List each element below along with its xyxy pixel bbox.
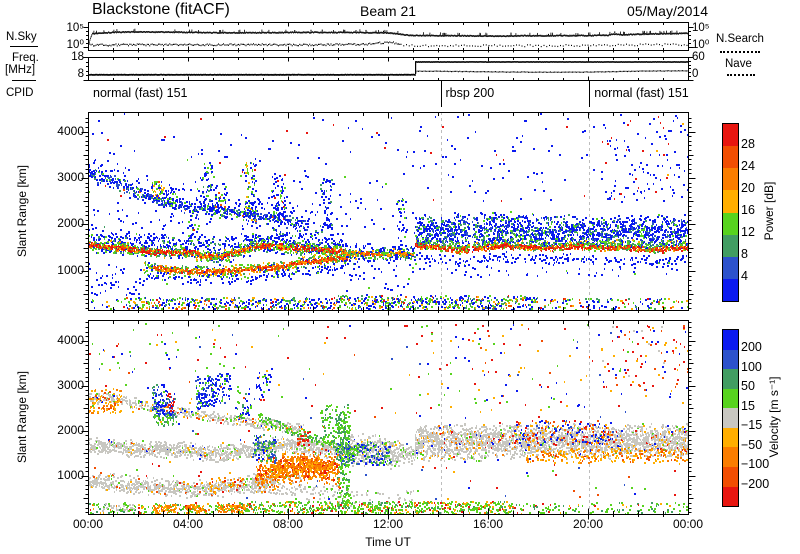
velocity-colorbar-label-50: 50 [741, 379, 755, 394]
nsky-line-sample [10, 46, 38, 47]
nave-label: Nave [725, 58, 752, 70]
velocity-colorbar-label-−100: −100 [741, 457, 770, 472]
freq-panel-canvas [88, 57, 688, 80]
power-range-tick-4000: 4000 [57, 123, 84, 138]
noise-ytick-bottom-right: 10⁰ [692, 38, 710, 51]
power-ylabel: Slant Range [km] [15, 164, 29, 258]
power-range-tick-2000: 2000 [57, 216, 84, 231]
velocity-colorbar-label-−200: −200 [741, 476, 770, 491]
power-colorbar-segment [723, 256, 738, 279]
power-colorbar-segment [723, 278, 738, 301]
velocity-range-tick-1000: 1000 [57, 467, 84, 482]
velocity-colorbar-segment [723, 408, 738, 428]
nsearch-label: N.Search [716, 33, 764, 45]
nave-dotted-sample [727, 74, 755, 76]
velocity-colorbar-segment [723, 427, 738, 448]
x-tick-5: 20:00 [572, 517, 604, 531]
x-tick-4: 16:00 [472, 517, 504, 531]
power-colorbar-label-24: 24 [741, 158, 755, 173]
velocity-colorbar-label-−15: −15 [741, 418, 763, 433]
nave-ytick-0: 0 [692, 68, 699, 80]
power-colorbar-label-8: 8 [741, 247, 748, 262]
page-title: Blackstone (fitACF) [92, 1, 230, 18]
velocity-colorbar-segment [723, 447, 738, 467]
power-colorbar-label-16: 16 [741, 203, 755, 217]
power-colorbar [722, 123, 739, 302]
power-range-tick-1000: 1000 [57, 262, 84, 277]
power-colorbar-label-4: 4 [741, 269, 748, 284]
nsky-label: N.Sky [6, 31, 37, 43]
velocity-colorbar-segment [723, 330, 738, 350]
velocity-range-tick-4000: 4000 [57, 332, 84, 347]
noise-panel-canvas [88, 22, 688, 50]
x-tick-3: 12:00 [372, 517, 404, 531]
velocity-colorbar-label-200: 200 [741, 340, 762, 355]
velocity-colorbar-label-100: 100 [741, 359, 762, 374]
velocity-colorbar [722, 329, 739, 507]
cpid-segment-label: rbsp 200 [445, 86, 495, 100]
x-tick-1: 04:00 [172, 517, 204, 531]
freq-label: Freq. [12, 52, 39, 64]
mhz-label: [MHz] [5, 63, 36, 76]
power-colorbar-title: Power [dB] [762, 181, 776, 241]
power-colorbar-label-28: 28 [741, 136, 755, 151]
x-tick-0: 00:00 [72, 517, 104, 531]
power-colorbar-segment [723, 190, 738, 213]
noise-ytick-top-left: 10⁵ [66, 21, 84, 34]
velocity-colorbar-segment [723, 369, 738, 389]
nsearch-dotted-sample [720, 51, 760, 53]
power-colorbar-label-20: 20 [741, 180, 755, 195]
velocity-range-tick-3000: 3000 [57, 377, 84, 392]
velocity-colorbar-label-−50: −50 [741, 437, 763, 452]
noise-ytick-top-right: 10⁵ [692, 21, 710, 34]
velocity-panel-canvas [88, 320, 688, 514]
power-colorbar-segment [723, 146, 738, 169]
freq-line-sample [12, 80, 36, 81]
power-colorbar-segment [723, 168, 738, 191]
velocity-colorbar-segment [723, 388, 738, 409]
cpid-segment-label: normal (fast) 151 [594, 86, 689, 100]
noise-ytick-bottom-left: 10⁰ [66, 38, 84, 51]
power-colorbar-segment [723, 124, 738, 147]
power-panel-canvas [88, 112, 688, 310]
power-colorbar-label-12: 12 [741, 225, 755, 240]
velocity-ylabel: Slant Range [km] [15, 370, 29, 464]
time-ut-label: Time UT [365, 535, 411, 549]
cpid-segment-label: normal (fast) 151 [93, 86, 188, 100]
freq-ytick-8: 8 [77, 68, 84, 80]
freq-ytick-18: 18 [71, 51, 84, 63]
velocity-colorbar-segment [723, 349, 738, 370]
velocity-colorbar-segment [723, 486, 738, 507]
cpid-label: CPID [6, 86, 34, 99]
power-range-tick-3000: 3000 [57, 170, 84, 184]
x-tick-6: 00:00 [672, 517, 704, 531]
velocity-colorbar-label-15: 15 [741, 398, 755, 413]
nave-ytick-60: 60 [692, 51, 705, 63]
date-label: 05/May/2014 [627, 3, 708, 19]
power-colorbar-segment [723, 212, 738, 235]
velocity-range-tick-2000: 2000 [57, 422, 84, 437]
velocity-colorbar-segment [723, 466, 738, 487]
beam-label: Beam 21 [360, 3, 417, 19]
power-colorbar-segment [723, 234, 738, 257]
x-tick-2: 08:00 [272, 517, 304, 531]
